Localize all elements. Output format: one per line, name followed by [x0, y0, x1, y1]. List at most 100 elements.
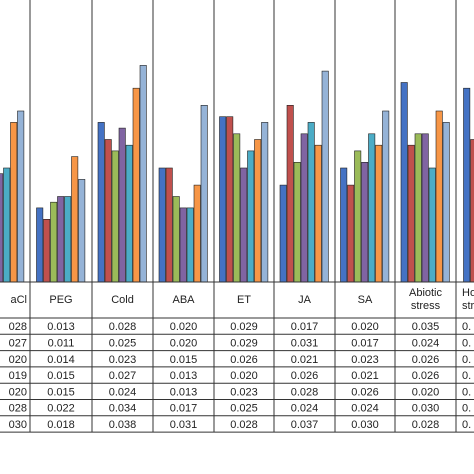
bar	[286, 105, 294, 283]
bar	[368, 133, 376, 283]
bar	[300, 133, 308, 283]
table-cell: 0.028	[230, 419, 258, 431]
table-cell: 0.030	[351, 419, 379, 431]
bar	[442, 122, 450, 283]
table-cell: 0.	[462, 354, 471, 366]
bar	[172, 196, 180, 283]
table-cell: 0.025	[230, 403, 258, 415]
table-cell: 0.011	[48, 337, 75, 349]
table-cell: 028	[9, 321, 27, 333]
table-cell: 0.014	[47, 354, 75, 366]
bar	[118, 127, 126, 283]
bar	[50, 201, 58, 283]
bar	[382, 110, 390, 283]
table-cell: 0.015	[47, 370, 75, 382]
bar	[165, 167, 173, 283]
table-cell: 020	[9, 386, 27, 398]
table-cell: 0.029	[230, 337, 258, 349]
table-cell: 0.013	[170, 370, 198, 382]
bar	[17, 110, 25, 283]
category-label: PEG	[49, 294, 72, 306]
category-label: Abiotic	[409, 287, 443, 299]
bar	[57, 196, 65, 283]
bar	[139, 65, 147, 283]
bar	[10, 122, 18, 283]
bar	[279, 184, 287, 283]
table-cell: 0.025	[109, 337, 137, 349]
bar	[254, 139, 262, 283]
bar	[354, 150, 362, 283]
table-cell: 0.026	[230, 354, 258, 366]
table-cell: 0.038	[109, 419, 137, 431]
table-cell: 0.	[462, 321, 471, 333]
table-cell: 0.030	[412, 403, 440, 415]
table-cell: 0.023	[109, 354, 137, 366]
bar	[186, 207, 194, 283]
table-cell: 0.031	[170, 419, 198, 431]
bar	[414, 133, 422, 283]
table-cell: 0.	[462, 403, 471, 415]
table-cell: 0.	[462, 337, 471, 349]
bar	[375, 144, 383, 283]
bar	[233, 133, 241, 283]
table-cell: 0.	[462, 419, 471, 431]
table-cell: 0.020	[412, 386, 440, 398]
table-cell: 0.026	[291, 370, 319, 382]
category-label: SA	[358, 294, 373, 306]
bar	[240, 167, 248, 283]
table-cell: 0.	[462, 370, 471, 382]
table-cell: 0.026	[412, 354, 440, 366]
bar	[314, 144, 322, 283]
bar	[226, 116, 234, 283]
table-cell: 0.022	[47, 403, 75, 415]
category-label: stress	[411, 300, 441, 312]
category-label: str	[462, 300, 474, 312]
table-cell: 028	[9, 403, 27, 415]
bar	[400, 82, 408, 283]
table-cell: 0.020	[230, 370, 258, 382]
bar	[78, 179, 86, 283]
bar	[71, 156, 79, 283]
bar	[3, 167, 11, 283]
table-cell: 0.021	[351, 370, 379, 382]
bar	[0, 173, 4, 283]
category-label: JA	[298, 294, 312, 306]
bar	[293, 162, 301, 283]
bar	[179, 207, 187, 283]
table-cell: 0.020	[351, 321, 379, 333]
category-label: ET	[237, 294, 251, 306]
table-cell: 0.017	[170, 403, 198, 415]
table-cell: 0.028	[291, 386, 319, 398]
table-cell: 0.027	[109, 370, 137, 382]
bar	[132, 87, 140, 283]
table-cell: 0.029	[230, 321, 258, 333]
table-cell: 0.020	[170, 337, 198, 349]
bar	[428, 167, 436, 283]
category-label: Hor	[462, 287, 474, 299]
bar	[463, 87, 471, 283]
bar	[340, 167, 348, 283]
table-cell: 0.024	[412, 337, 440, 349]
table-cell: 030	[9, 419, 27, 431]
bar	[43, 219, 51, 283]
bar	[307, 122, 315, 283]
table-cell: 0.017	[351, 337, 379, 349]
table-cell: 0.023	[230, 386, 258, 398]
category-label: Cold	[111, 294, 134, 306]
table-cell: 0.021	[291, 354, 319, 366]
table-cell: 0.	[462, 386, 471, 398]
table-cell: 0.026	[412, 370, 440, 382]
table-cell: 0.018	[47, 419, 75, 431]
bar	[421, 133, 429, 283]
table-cell: 0.028	[412, 419, 440, 431]
table-cell: 0.024	[109, 386, 137, 398]
table-cell: 027	[9, 337, 27, 349]
bar	[261, 122, 269, 283]
bar	[347, 184, 355, 283]
bar	[125, 144, 133, 283]
bar	[36, 207, 44, 283]
bar	[407, 144, 415, 283]
table-cell: 0.013	[170, 386, 198, 398]
